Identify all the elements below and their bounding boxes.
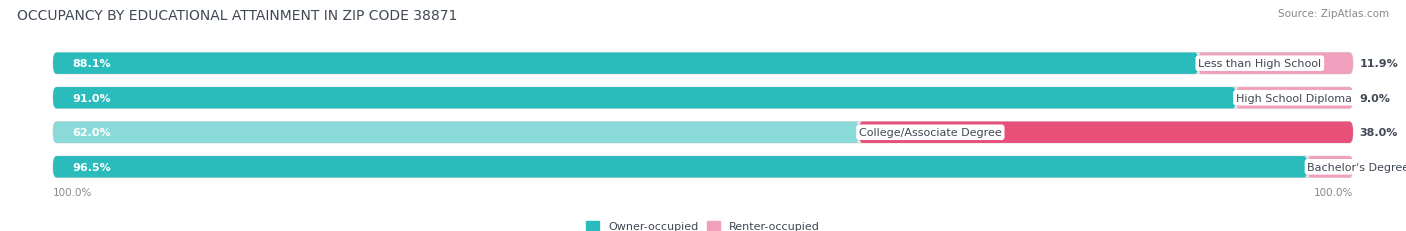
Text: Bachelor's Degree or higher: Bachelor's Degree or higher	[1308, 162, 1406, 172]
Text: 88.1%: 88.1%	[73, 59, 111, 69]
Text: High School Diploma: High School Diploma	[1236, 93, 1353, 103]
FancyBboxPatch shape	[1236, 88, 1353, 109]
FancyBboxPatch shape	[1308, 156, 1353, 178]
Text: 38.0%: 38.0%	[1360, 128, 1398, 138]
FancyBboxPatch shape	[53, 156, 1353, 178]
Text: OCCUPANCY BY EDUCATIONAL ATTAINMENT IN ZIP CODE 38871: OCCUPANCY BY EDUCATIONAL ATTAINMENT IN Z…	[17, 9, 457, 23]
FancyBboxPatch shape	[53, 53, 1353, 75]
FancyBboxPatch shape	[53, 122, 859, 143]
FancyBboxPatch shape	[53, 122, 1353, 143]
Text: 9.0%: 9.0%	[1360, 93, 1391, 103]
FancyBboxPatch shape	[1198, 53, 1353, 75]
FancyBboxPatch shape	[53, 88, 1236, 109]
Text: 11.9%: 11.9%	[1360, 59, 1398, 69]
Text: Source: ZipAtlas.com: Source: ZipAtlas.com	[1278, 9, 1389, 19]
FancyBboxPatch shape	[53, 156, 1308, 178]
Text: 91.0%: 91.0%	[73, 93, 111, 103]
FancyBboxPatch shape	[859, 122, 1353, 143]
Text: 3.5%: 3.5%	[1360, 162, 1391, 172]
Text: 100.0%: 100.0%	[1313, 187, 1353, 197]
Text: 96.5%: 96.5%	[73, 162, 111, 172]
FancyBboxPatch shape	[53, 88, 1353, 109]
Text: 62.0%: 62.0%	[73, 128, 111, 138]
FancyBboxPatch shape	[53, 53, 1198, 75]
Legend: Owner-occupied, Renter-occupied: Owner-occupied, Renter-occupied	[586, 221, 820, 231]
Text: 100.0%: 100.0%	[53, 187, 93, 197]
Text: College/Associate Degree: College/Associate Degree	[859, 128, 1001, 138]
Text: Less than High School: Less than High School	[1198, 59, 1322, 69]
